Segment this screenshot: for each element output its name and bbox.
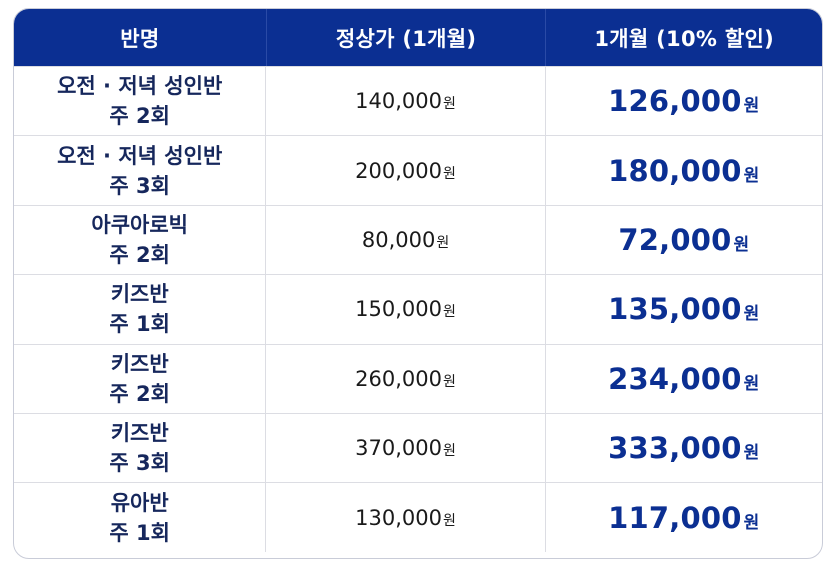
currency-unit: 원 bbox=[733, 234, 750, 255]
regular-price: 260,000원 bbox=[355, 367, 456, 391]
class-cell: 키즈반 주 3회 bbox=[14, 413, 267, 483]
class-name-line2: 주 2회 bbox=[109, 381, 170, 406]
regular-price: 140,000원 bbox=[355, 89, 456, 113]
class-name: 키즈반 주 2회 bbox=[109, 349, 170, 409]
table-row: 키즈반 주 1회 150,000원 135,000 원 bbox=[14, 274, 822, 344]
regular-price-value: 150,000 bbox=[355, 297, 442, 322]
class-name: 유아반 주 1회 bbox=[109, 488, 170, 548]
currency-unit: 원 bbox=[743, 165, 760, 186]
discount-price-value: 117,000 bbox=[608, 500, 742, 535]
class-name: 키즈반 주 3회 bbox=[109, 418, 170, 478]
discount-price-cell: 72,000 원 bbox=[546, 206, 822, 274]
discount-price-value: 180,000 bbox=[608, 153, 742, 188]
discount-price: 135,000 원 bbox=[608, 292, 759, 326]
table-row: 오전 · 저녁 성인반 주 3회 200,000원 180,000 원 bbox=[14, 135, 822, 205]
class-name-line1: 유아반 bbox=[110, 490, 169, 515]
currency-unit: 원 bbox=[743, 512, 760, 533]
regular-price-cell: 80,000원 bbox=[266, 205, 546, 275]
regular-price: 200,000원 bbox=[355, 159, 456, 183]
currency-unit: 원 bbox=[743, 304, 760, 325]
regular-price-cell: 370,000원 bbox=[266, 413, 546, 483]
regular-price-cell: 130,000원 bbox=[266, 483, 546, 552]
class-name-line1: 키즈반 bbox=[110, 282, 169, 307]
class-name-line2: 주 1회 bbox=[109, 520, 170, 545]
discount-price: 333,000 원 bbox=[608, 431, 759, 465]
class-name-line1: 오전 · 저녁 성인반 bbox=[57, 143, 223, 168]
discount-price-value: 333,000 bbox=[608, 431, 742, 466]
discount-price-cell: 117,000 원 bbox=[546, 483, 822, 551]
discount-price: 126,000 원 bbox=[608, 84, 759, 118]
table-row: 아쿠아로빅 주 2회 80,000원 72,000 원 bbox=[14, 204, 822, 275]
discount-price-value: 234,000 bbox=[608, 361, 742, 396]
discount-price: 72,000 원 bbox=[618, 223, 749, 257]
discount-price: 117,000 원 bbox=[608, 501, 759, 535]
table-header: 반명 정상가 (1개월) 1개월 (10% 할인) bbox=[14, 9, 822, 66]
discount-price-value: 135,000 bbox=[608, 292, 742, 327]
class-name-line2: 주 1회 bbox=[109, 312, 170, 337]
currency-unit: 원 bbox=[436, 234, 450, 251]
class-cell: 키즈반 주 1회 bbox=[14, 275, 267, 344]
regular-price-value: 130,000 bbox=[355, 505, 442, 530]
class-name-line2: 주 2회 bbox=[109, 242, 170, 267]
currency-unit: 원 bbox=[443, 443, 456, 460]
discount-price-value: 126,000 bbox=[608, 84, 742, 119]
class-name-line2: 주 3회 bbox=[109, 451, 170, 476]
currency-unit: 원 bbox=[443, 304, 456, 321]
regular-price-value: 140,000 bbox=[355, 89, 442, 114]
class-name: 키즈반 주 1회 bbox=[109, 279, 170, 339]
currency-unit: 원 bbox=[443, 96, 456, 113]
regular-price: 150,000원 bbox=[355, 297, 456, 321]
class-cell: 유아반 주 1회 bbox=[14, 483, 267, 552]
table-row: 유아반 주 1회 130,000원 117,000 원 bbox=[14, 482, 822, 552]
discount-price: 180,000 원 bbox=[608, 154, 759, 188]
class-name-line2: 주 2회 bbox=[109, 104, 170, 129]
regular-price-cell: 260,000원 bbox=[266, 344, 546, 413]
table-body: 오전 · 저녁 성인반 주 2회 140,000원 126,000 원 오전 · … bbox=[14, 66, 822, 552]
currency-unit: 원 bbox=[443, 165, 456, 182]
class-name-line2: 주 3회 bbox=[109, 173, 170, 198]
regular-price-value: 370,000 bbox=[355, 436, 442, 461]
class-name-line1: 아쿠아로빅 bbox=[91, 212, 188, 237]
class-name-line1: 오전 · 저녁 성인반 bbox=[57, 74, 223, 99]
discount-price-cell: 126,000 원 bbox=[546, 67, 822, 135]
class-name-line1: 키즈반 bbox=[110, 421, 169, 446]
discount-price-value: 72,000 bbox=[618, 222, 732, 257]
class-name: 오전 · 저녁 성인반 주 3회 bbox=[57, 141, 222, 201]
regular-price-cell: 200,000원 bbox=[266, 136, 546, 205]
class-name-line1: 키즈반 bbox=[110, 351, 169, 376]
table-row: 오전 · 저녁 성인반 주 2회 140,000원 126,000 원 bbox=[14, 66, 822, 136]
regular-price-value: 80,000 bbox=[361, 227, 436, 252]
discount-price-cell: 234,000 원 bbox=[546, 345, 822, 413]
regular-price-cell: 140,000원 bbox=[266, 67, 546, 136]
regular-price: 130,000원 bbox=[355, 506, 456, 530]
discount-price-cell: 180,000 원 bbox=[546, 136, 822, 204]
class-name: 오전 · 저녁 성인반 주 2회 bbox=[57, 71, 222, 131]
discount-price: 234,000 원 bbox=[608, 362, 759, 396]
class-name: 아쿠아로빅 주 2회 bbox=[91, 210, 188, 270]
currency-unit: 원 bbox=[443, 373, 456, 390]
header-discount-price: 1개월 (10% 할인) bbox=[594, 26, 774, 51]
class-cell: 오전 · 저녁 성인반 주 2회 bbox=[14, 67, 267, 136]
class-cell: 아쿠아로빅 주 2회 bbox=[14, 205, 267, 275]
header-regular-price: 정상가 (1개월) bbox=[267, 9, 547, 66]
regular-price-value: 200,000 bbox=[355, 158, 442, 183]
currency-unit: 원 bbox=[743, 96, 760, 117]
discount-price-cell: 333,000 원 bbox=[546, 414, 822, 482]
header-class: 반명 bbox=[14, 9, 267, 66]
currency-unit: 원 bbox=[743, 373, 760, 394]
regular-price-value: 260,000 bbox=[355, 366, 442, 391]
price-table: 반명 정상가 (1개월) 1개월 (10% 할인) 오전 · 저녁 성인반 주 … bbox=[13, 8, 823, 559]
currency-unit: 원 bbox=[443, 512, 456, 529]
class-cell: 오전 · 저녁 성인반 주 3회 bbox=[14, 136, 267, 205]
regular-price-cell: 150,000원 bbox=[266, 275, 546, 344]
regular-price: 80,000원 bbox=[362, 228, 449, 252]
regular-price: 370,000원 bbox=[355, 436, 456, 460]
table-row: 키즈반 주 3회 370,000원 333,000 원 bbox=[14, 412, 822, 483]
table-row: 키즈반 주 2회 260,000원 234,000 원 bbox=[14, 343, 822, 413]
currency-unit: 원 bbox=[743, 443, 760, 464]
discount-price-cell: 135,000 원 bbox=[546, 275, 822, 343]
class-cell: 키즈반 주 2회 bbox=[14, 344, 267, 413]
